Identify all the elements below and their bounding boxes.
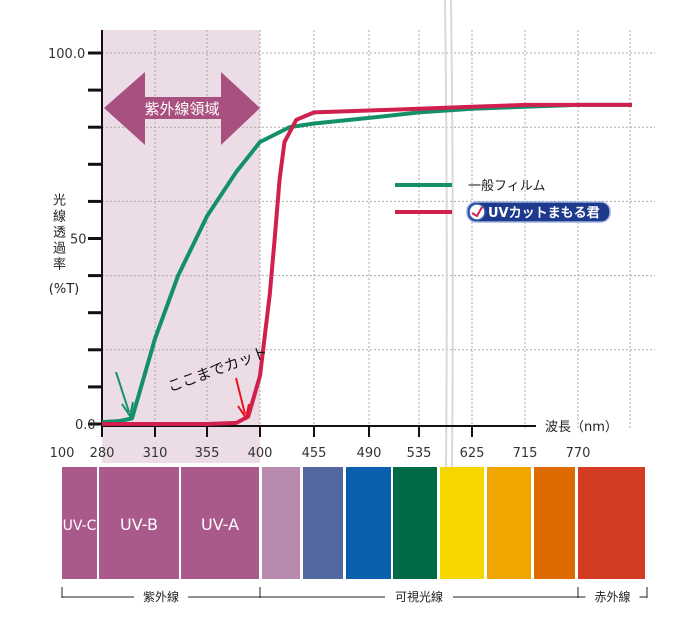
legend-label-general-film: 一般フィルム [468,178,545,194]
grid [102,30,655,430]
spectrum-group-label: 可視光線 [395,589,443,604]
legend: 一般フィルム UVカットまもる君 [395,178,611,223]
uv-region-arrow: 紫外線領域 [104,72,260,145]
x-tick-labels: 100 280 310 355 400 455 490 535 625 715 770 [50,446,591,461]
spectrum-band [578,467,645,579]
spectrum-band [99,467,179,579]
series-line-uv-cut [102,102,632,426]
spectrum-band [303,467,343,579]
spectrum-band [262,467,300,579]
uv-region-label: 紫外線領域 [144,100,219,118]
uv-cut-logo: UVカットまもる君 [466,201,611,223]
spectrum-band [393,467,437,579]
spectrum-bands: UV-C UV-B UV-A [62,467,645,579]
legend-label-uv-cut: UVカットまもる君 [488,206,600,221]
spectrum-band [346,467,391,579]
x-tick-label: 455 [302,446,327,461]
x-tick-label: 490 [357,446,382,461]
spectrum-band [440,467,484,579]
red-pointer-arrow [235,377,250,421]
y-axis-title: 光線透過率 [50,193,65,273]
x-tick-label: 400 [248,446,273,461]
spectrum-band [62,467,97,579]
axis-break-line [450,0,454,471]
x-tick-label: 355 [195,446,220,461]
spectrum-band [181,467,259,579]
y-tick-label: 50 [70,233,87,248]
y-tick-label: 0.0 [75,418,96,433]
spectrum-band-label: UV-B [120,515,158,534]
axis-break-marks [444,0,454,471]
x-tick-label: 310 [143,446,168,461]
x-tick-label: 535 [407,446,432,461]
x-tick-label: 625 [460,446,485,461]
green-pointer-arrow [115,371,134,419]
spectrum-groups: 紫外線 可視光線 赤外線 [61,587,648,604]
spectrum-band [487,467,531,579]
y-axis-unit: (%T) [49,282,79,297]
spectrum-band-label: UV-C [63,518,97,534]
spectrum-band [534,467,575,579]
x-axis-label: 波長（nm） [545,420,618,435]
x-tick-label: 100 [50,446,75,461]
x-tick-label: 280 [90,446,115,461]
y-axis-unit-group: (%T) [49,282,79,297]
spectrum-band-label: UV-A [201,515,239,534]
spectrum-group-label: 紫外線 [143,589,179,604]
axis-break-line [444,0,448,471]
spectrum-group-label: 赤外線 [594,589,630,604]
y-tick-label: 100.0 [48,47,85,62]
x-tick-label: 715 [513,446,538,461]
series [101,102,632,426]
x-tick-label: 770 [566,446,591,461]
